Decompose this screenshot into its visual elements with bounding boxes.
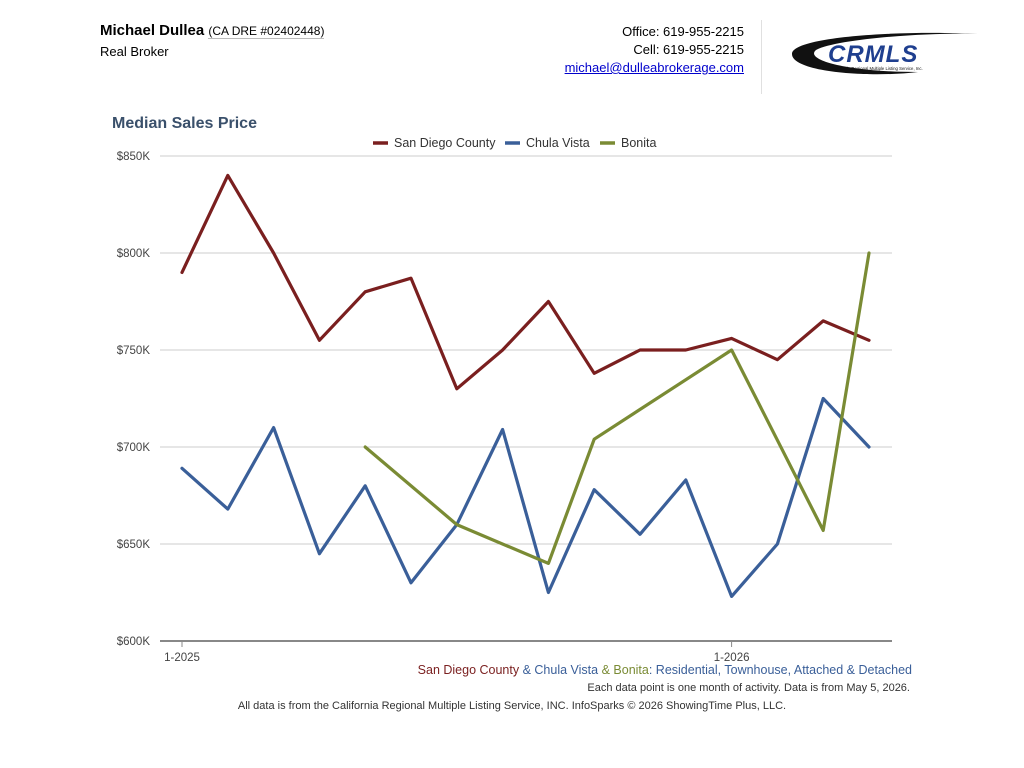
caption-cv: Chula Vista bbox=[534, 663, 599, 677]
email-link[interactable]: michael@dulleabrokerage.com bbox=[564, 60, 744, 75]
y-tick-label: $600K bbox=[117, 636, 151, 648]
caption-amp-1: & bbox=[519, 663, 535, 677]
y-tick-label: $700K bbox=[117, 442, 151, 454]
office-phone: Office: 619-955-2215 bbox=[622, 24, 744, 39]
caption-amp-2: & bbox=[598, 663, 614, 677]
caption-type: : Residential, Townhouse, Attached & Det… bbox=[648, 663, 912, 677]
legend-label: Bonita bbox=[621, 136, 656, 150]
legend-label: San Diego County bbox=[394, 136, 496, 150]
caption-bo: Bonita bbox=[613, 663, 649, 677]
header-divider bbox=[761, 20, 762, 94]
caption-sd: San Diego County bbox=[417, 663, 520, 677]
series-line-chula-vista bbox=[180, 396, 871, 599]
contact-block: Office: 619-955-2215 Cell: 619-955-2215 … bbox=[565, 23, 744, 77]
agent-name-text: Michael Dullea bbox=[100, 22, 205, 39]
x-tick-label: 1-2026 bbox=[714, 652, 750, 664]
series-line-san-diego-county bbox=[180, 173, 871, 391]
agent-brokerage: Real Broker bbox=[100, 44, 169, 59]
x-tick-label: 1-2025 bbox=[164, 652, 200, 664]
svg-text:CRMLS: CRMLS bbox=[828, 41, 918, 68]
data-source: All data is from the California Regional… bbox=[237, 700, 787, 712]
crmls-logo: CRMLS California Regional Multiple Listi… bbox=[792, 32, 978, 75]
chart-title: Median Sales Price bbox=[112, 115, 257, 132]
legend-label: Chula Vista bbox=[526, 136, 590, 150]
y-tick-label: $850K bbox=[117, 151, 151, 163]
y-tick-label: $650K bbox=[117, 539, 151, 551]
chart-caption: San Diego County & Chula Vista & Bonita:… bbox=[418, 663, 912, 677]
y-tick-label: $800K bbox=[117, 248, 151, 260]
svg-text:California Regional Multiple L: California Regional Multiple Listing Ser… bbox=[832, 66, 923, 71]
series-line-bonita bbox=[363, 251, 871, 566]
y-tick-label: $750K bbox=[117, 345, 151, 357]
agent-license: (CA DRE #02402448) bbox=[208, 24, 325, 39]
cell-phone: Cell: 619-955-2215 bbox=[633, 42, 744, 57]
data-note: Each data point is one month of activity… bbox=[587, 682, 910, 694]
agent-name: Michael Dullea (CA DRE #02402448) bbox=[100, 22, 325, 39]
